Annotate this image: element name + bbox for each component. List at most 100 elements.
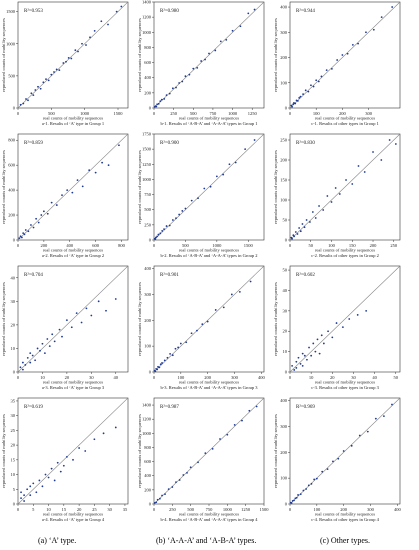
reference-line (17, 1, 129, 109)
data-point-23 (383, 415, 385, 417)
data-point-20 (208, 52, 210, 55)
data-point-20 (248, 409, 251, 412)
data-point-2 (23, 500, 26, 502)
y-tick-label-3: 750 (144, 192, 152, 197)
data-point-23 (244, 148, 247, 151)
reference-line (153, 265, 265, 373)
y-axis-label: reproduced counts of mobility sequences (273, 18, 278, 92)
scatter-panel-10: 0 5 10 15 20 25 30 35 0 5 10 15 20 25 30 35 R²=0.619 real… (1, 397, 129, 522)
data-point-2 (295, 360, 298, 363)
data-point-1 (19, 235, 22, 238)
data-point-21 (366, 430, 369, 433)
y-axis-label: reproduced counts of mobility sequences (273, 282, 278, 356)
data-point-22 (357, 165, 360, 167)
data-point-11 (186, 472, 188, 474)
data-point-18 (331, 67, 333, 70)
data-point-25 (93, 30, 96, 32)
x-tick-label-3: 150 (349, 243, 357, 248)
data-point-10 (308, 346, 310, 349)
y-axis-label: reproduced counts of mobility sequences (273, 414, 278, 488)
x-tick-label-2: 200 (340, 507, 348, 512)
data-point-8 (165, 94, 168, 97)
data-point-5 (159, 232, 162, 235)
x-tick-label-0: 0 (17, 111, 20, 116)
panel-title: c-4. Results of other types in Group 4 (311, 517, 379, 522)
data-point-10 (169, 353, 171, 355)
x-tick-label-1: 50 (309, 243, 314, 248)
data-point-21 (222, 306, 225, 309)
data-point-10 (45, 78, 47, 80)
data-point-15 (185, 341, 188, 344)
plot-frame (153, 133, 265, 241)
x-axis-label: real counts of mobility sequences (315, 380, 375, 385)
x-tick-label-2: 500 (187, 507, 195, 512)
data-point-21 (255, 405, 258, 408)
data-point-10 (41, 485, 44, 488)
data-point-23 (102, 432, 105, 435)
x-tick-label-2: 400 (66, 243, 74, 248)
y-tick-label-2: 400 (8, 188, 16, 193)
x-tick-label-2: 10 (46, 507, 51, 512)
data-point-6 (301, 352, 304, 355)
data-point-4 (26, 488, 29, 491)
data-point-20 (70, 326, 73, 329)
data-point-5 (299, 362, 302, 365)
data-point-26 (105, 309, 107, 312)
data-point-22 (230, 293, 233, 296)
x-tick-label-0: 0 (17, 243, 20, 248)
x-axis-label: real counts of mobility sequences (43, 248, 103, 253)
data-point-13 (53, 71, 55, 73)
data-point-12 (174, 347, 177, 350)
data-point-20 (341, 54, 344, 56)
data-point-12 (313, 478, 316, 481)
data-point-16 (326, 195, 329, 197)
data-point-14 (53, 479, 56, 482)
y-tick-label-4: 800 (8, 138, 16, 143)
y-tick-label-3: 15 (11, 457, 16, 462)
reference-line (17, 133, 129, 241)
scatter-panel-9: 0 10 20 30 40 50 0 10 20 30 40 50 R²=0.602 real count… (273, 265, 401, 390)
data-point-3 (293, 235, 296, 238)
data-point-24 (253, 139, 256, 141)
data-point-1 (155, 501, 158, 504)
y-tick-label-1: 250 (144, 222, 152, 227)
data-point-25 (372, 28, 375, 31)
data-point-8 (301, 223, 304, 225)
x-axis-label: real counts of mobility sequences (43, 116, 103, 121)
data-point-16 (332, 460, 334, 463)
data-point-22 (219, 40, 222, 43)
data-point-6 (34, 89, 37, 91)
y-axis-label: reproduced counts of mobility sequences (273, 150, 278, 224)
data-point-17 (203, 187, 206, 190)
data-point-11 (175, 217, 177, 220)
data-point-10 (304, 89, 307, 92)
plot-frame (17, 265, 129, 373)
y-tick-label-2: 200 (144, 318, 152, 323)
data-point-5 (29, 361, 32, 364)
data-point-27 (107, 23, 109, 26)
x-tick-label-2: 500 (190, 111, 198, 116)
data-point-3 (22, 232, 25, 235)
data-point-14 (315, 79, 318, 82)
x-axis-label: real counts of mobility sequences (179, 512, 239, 517)
x-tick-label-1: 10 (40, 375, 45, 380)
data-point-15 (318, 352, 321, 355)
y-tick-label-4: 400 (280, 398, 288, 403)
x-tick-label-3: 30 (89, 375, 94, 380)
x-tick-label-0: 0 (289, 243, 292, 248)
data-point-13 (314, 350, 317, 353)
data-point-18 (61, 335, 63, 338)
data-point-13 (46, 338, 49, 340)
data-point-15 (58, 69, 61, 71)
y-tick-label-0: 0 (285, 502, 288, 507)
panel-title: c-2. Results of other types in Group 2 (311, 253, 379, 258)
data-point-19 (331, 336, 334, 339)
data-point-21 (77, 50, 79, 53)
x-tick-label-5: 25 (92, 507, 97, 512)
x-tick-label-3: 300 (231, 375, 239, 380)
reference-line (289, 265, 401, 373)
data-point-11 (307, 90, 310, 93)
x-tick-label-3: 30 (351, 375, 356, 380)
data-point-19 (204, 58, 206, 61)
data-point-20 (222, 173, 225, 176)
